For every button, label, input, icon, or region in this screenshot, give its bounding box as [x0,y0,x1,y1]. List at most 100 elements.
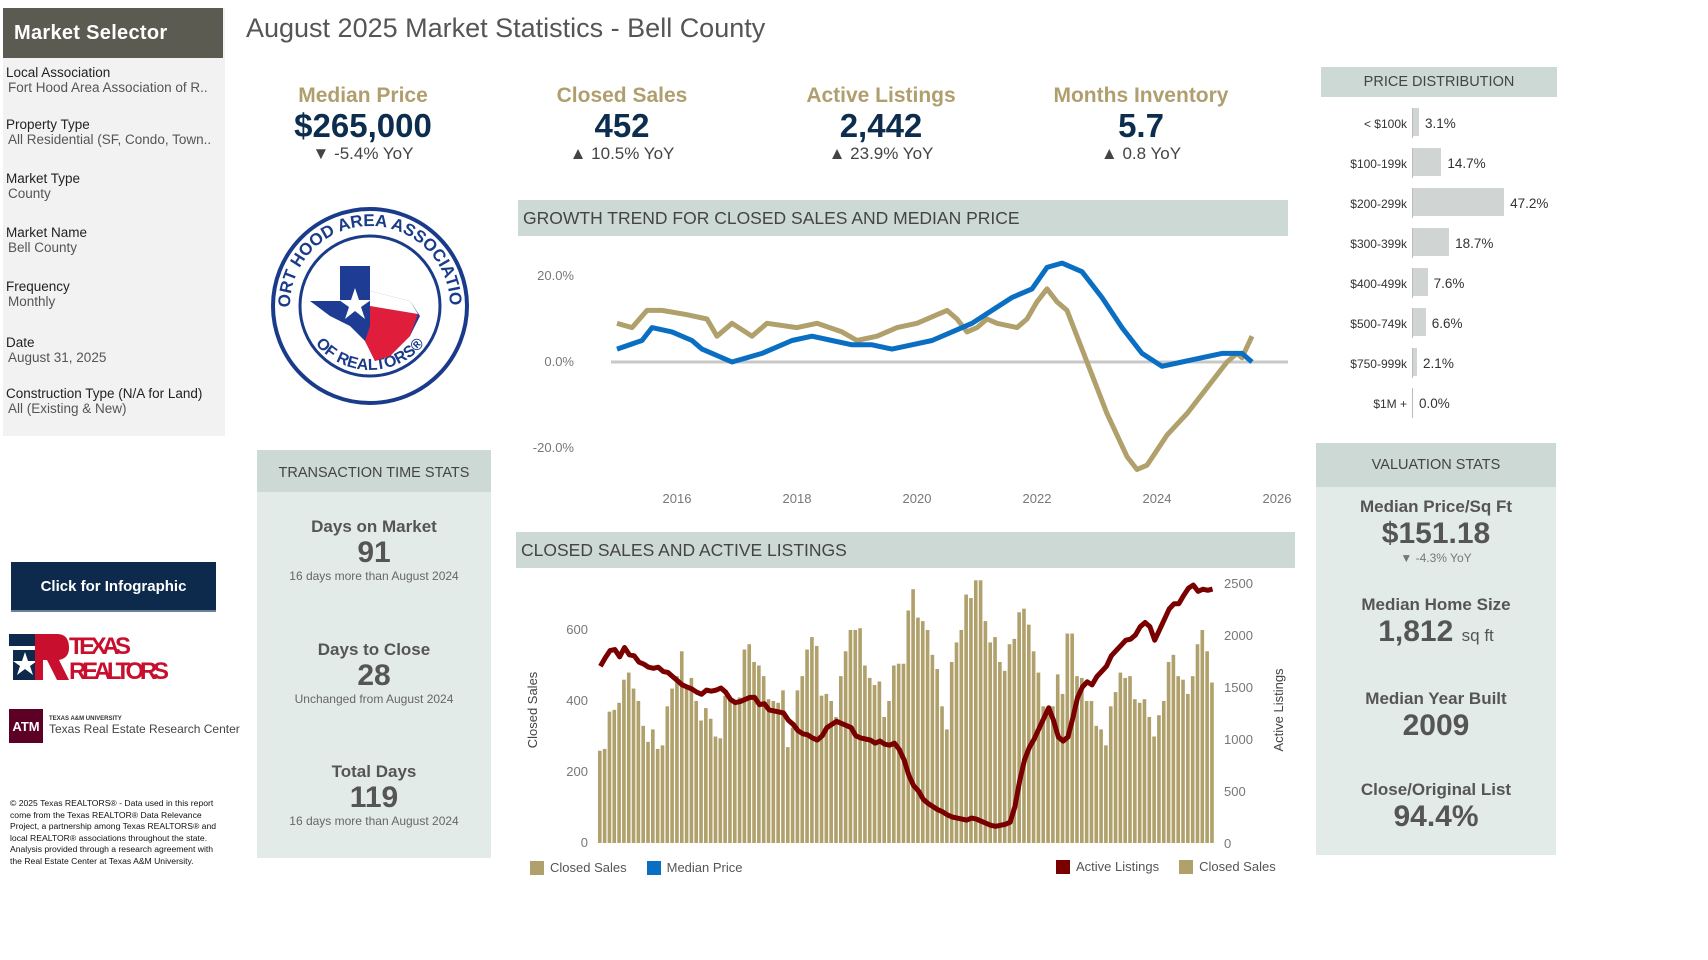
stat-label: Close/Original List [1360,780,1512,799]
closed-sales-bar [689,677,694,843]
filter-4[interactable]: Frequency Monthly [6,279,221,309]
kpi-1: Closed Sales 452 ▲ 10.5% YoY [502,84,742,164]
bucket-bar [1413,108,1419,136]
y-tick-label: 600 [566,622,588,637]
closed-sales-bar [1046,711,1050,843]
closed-sales-bar [752,661,756,843]
price-bucket-row: $500-749k 6.6% [1321,308,1561,338]
filter-6[interactable]: Construction Type (N/A for Land) All (Exi… [6,386,221,416]
y2-tick-label: 2500 [1224,576,1253,591]
closed-sales-bar [795,690,800,843]
kpi-3: Months Inventory 5.7 ▲ 0.8 YoY [1021,84,1261,164]
stat-sub: ▼ -4.3% YoY [1400,551,1472,565]
y-tick-label: 20.0% [537,268,574,283]
trend-legend: Closed Sales Median Price [530,860,742,875]
legend-label: Active Listings [1076,859,1160,874]
y-tick-label: 0 [581,835,588,850]
filter-0[interactable]: Local Association Fort Hood Area Associat… [6,65,221,95]
legend-swatch-median-price [646,860,661,875]
bucket-label: $100-199k [1350,157,1407,171]
filter-value[interactable]: All Residential (SF, Condo, Town.. [8,132,212,147]
closed-sales-bar [626,672,631,843]
closed-sales-listings-chart-header: CLOSED SALES AND ACTIVE LISTINGS [516,532,1295,568]
legend-swatch-closed-sales [530,860,544,875]
filter-3[interactable]: Market Name Bell County [6,225,221,255]
x-tick-label: 2024 [1143,491,1172,506]
bucket-pct: 18.7% [1455,236,1494,251]
closed-sales-bar [978,580,983,843]
valuation-stat-0: Median Price/Sq Ft $151.18 ▼ -4.3% YoY [1316,497,1556,565]
kpi-value: 452 [594,107,650,144]
bucket-label: $500-749k [1350,317,1407,331]
filter-label: Date [6,335,35,350]
x-tick-label: 2022 [1023,491,1052,506]
filter-2[interactable]: Market Type County [6,171,221,201]
price-distribution-header: PRICE DISTRIBUTION [1321,67,1557,97]
bucket-pct: 0.0% [1419,396,1450,411]
closed-sales-bar [699,720,703,843]
closed-sales-bar [732,702,737,843]
filter-label: Market Type [6,171,81,186]
legend-swatch-active-listings [1056,859,1070,874]
kpi-yoy: ▲ 23.9% YoY [828,144,934,163]
infographic-button[interactable]: Click for Infographic [11,562,216,612]
closed-sales-bar [863,665,867,843]
kpi-yoy: ▲ 0.8 YoY [1100,144,1182,163]
closed-sales-bar [998,661,1002,843]
closed-sales-bar [713,736,718,843]
closed-sales-bar [829,701,833,843]
closed-sales-bar [867,677,872,843]
closed-sales-bar [892,665,896,843]
y2-axis-label: Active Listings [1271,668,1286,752]
closed-sales-bar [631,688,636,843]
kpi-label: Closed Sales [556,84,688,107]
filter-value[interactable]: All (Existing & New) [8,401,127,416]
price-bucket-row: $200-299k 47.2% [1321,188,1561,218]
growth-trend-chart-header: GROWTH TREND FOR CLOSED SALES AND MEDIAN… [518,200,1288,236]
closed-sales-bar [1104,745,1108,843]
stat-value: 94.4% [1393,800,1479,833]
market-selector-header: Market Selector [3,8,223,58]
bucket-bar [1413,348,1418,376]
bucket-bar [1413,148,1442,176]
closed-sales-bar [959,630,964,843]
closed-sales-bar [877,681,882,843]
stat-label: Median Price/Sq Ft [1359,497,1513,516]
closed-sales-bar [824,693,829,843]
filter-value[interactable]: County [8,186,51,201]
closed-sales-bar [1002,670,1007,843]
closed-sales-bar [848,630,853,843]
closed-sales-bar [993,637,997,843]
closed-sales-bar [704,708,708,843]
closed-sales-bar [945,729,949,843]
stat-value: 1,812 [1378,615,1454,648]
closed-sales-bar [1075,676,1079,843]
transaction-stat-2: Total Days 119 16 days more than August 20… [257,762,491,828]
stat-value: 28 [357,659,391,692]
closed-sales-bar [646,741,650,843]
series-line-median-price [616,260,1254,369]
closed-sales-bar [771,701,776,843]
closed-sales-bar [747,644,752,843]
bucket-label: $400-499k [1350,277,1407,291]
filter-value[interactable]: Bell County [8,240,78,255]
filter-1[interactable]: Property Type All Residential (SF, Condo,… [6,117,221,147]
filter-value[interactable]: August 31, 2025 [8,350,107,365]
filter-5[interactable]: Date August 31, 2025 [6,335,221,365]
transaction-stat-0: Days on Market 91 16 days more than August… [257,517,491,583]
bucket-bar [1413,308,1426,336]
price-bucket-row: $400-499k 7.6% [1321,268,1561,298]
filter-value[interactable]: Monthly [8,294,56,309]
bucket-label: $200-299k [1350,197,1407,211]
y-tick-label: 400 [566,693,588,708]
closed-sales-bar [1017,612,1021,843]
filter-value[interactable]: Fort Hood Area Association of R.. [8,80,208,95]
closed-sales-bar [622,679,626,843]
stat-value: 119 [349,781,399,814]
closed-sales-bar [925,630,930,843]
closed-sales-bar [1181,679,1185,843]
closed-sales-bar [1108,706,1113,843]
closed-sales-bar [1152,736,1156,843]
closed-sales-bar [1007,644,1012,843]
kpi-2: Active Listings 2,442 ▲ 23.9% YoY [761,84,1001,164]
